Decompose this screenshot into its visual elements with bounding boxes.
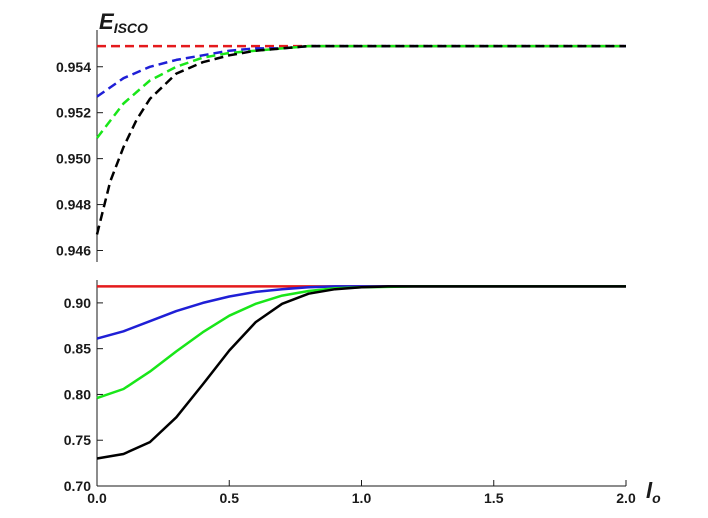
top-y-tick-label: 0.946 (56, 243, 91, 259)
top-y-tick-label: 0.948 (56, 197, 91, 213)
bottom-xlabel-main: l (646, 478, 653, 503)
bottom-series-line (96, 285, 626, 400)
bottom-panel: 0.70 0.75 0.80 0.85 0.90 0.0 0.5 1.0 1.5 2.0 (64, 280, 636, 506)
bottom-x-tick-label: 1.0 (352, 490, 372, 506)
top-series-line (95, 44, 626, 235)
bottom-y-tick-label: 0.90 (64, 295, 91, 311)
bottom-x-tick-label: 0.0 (87, 490, 107, 506)
bottom-x-tick-label: 0.5 (220, 490, 240, 506)
bottom-xlabel-sub: o (652, 490, 661, 506)
top-y-tick-label: 0.952 (56, 105, 91, 121)
top-y-tick-label: 0.950 (56, 151, 91, 167)
bottom-series-line (96, 285, 626, 460)
bottom-x-tick-label: 1.5 (484, 490, 504, 506)
top-ylabel-main: E (99, 9, 115, 34)
top-ylabel: EISCO (99, 9, 148, 36)
top-y-tick-label: 0.954 (56, 59, 91, 75)
bottom-y-tick-label: 0.70 (64, 478, 91, 494)
top-ylabel-sub: ISCO (114, 20, 148, 36)
top-panel: 0.946 0.948 0.950 0.952 0.954 (56, 30, 626, 262)
bottom-series-line (96, 285, 626, 340)
bottom-y-tick-label: 0.80 (64, 386, 91, 402)
bottom-y-tick-label: 0.75 (64, 432, 91, 448)
bottom-x-tick-label: 2.0 (616, 490, 636, 506)
top-series-line (96, 44, 626, 98)
bottom-y-tick-label: 0.85 (64, 341, 91, 357)
bottom-xlabel: lo (646, 478, 661, 506)
